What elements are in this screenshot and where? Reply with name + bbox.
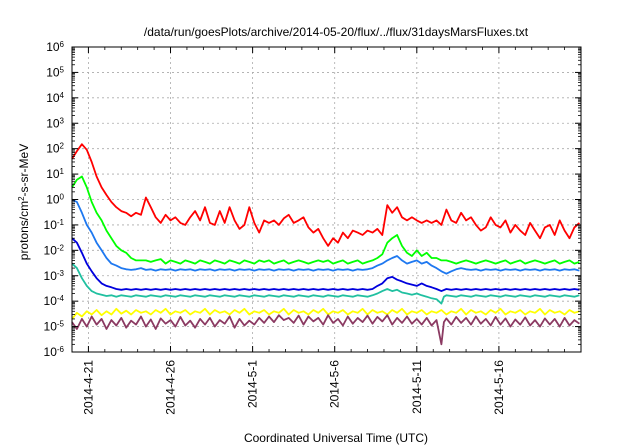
y-tick-label: 102 <box>46 141 64 156</box>
y-tick-label: 103 <box>46 116 64 131</box>
x-tick-label: 2014-5-6 <box>328 360 342 408</box>
y-tick-label: 106 <box>46 40 64 55</box>
y-axis-label-rest: -s-sr-MeV <box>17 144 31 197</box>
series-line-1 <box>71 143 581 247</box>
series-line-6 <box>71 307 580 320</box>
series-line-5 <box>71 262 580 305</box>
y-tick-label: 10-5 <box>44 319 65 334</box>
chart-title: /data/run/goesPlots/archive/2014-05-20/f… <box>144 25 529 39</box>
x-tick-labels: 2014-4-21 2014-4-26 2014-5-1 2014-5-6 2014-5… <box>81 360 505 415</box>
x-tick-label: 2014-4-21 <box>81 360 95 415</box>
y-axis-label-sup: 2 <box>17 196 26 201</box>
series-line-2 <box>71 175 580 265</box>
y-tick-label: 100 <box>46 192 64 207</box>
x-tick-label: 2014-5-16 <box>492 360 506 415</box>
series-lines <box>71 143 581 346</box>
series-line-4 <box>71 237 580 293</box>
y-tick-label: 10-6 <box>44 345 65 360</box>
x-tick-label: 2014-5-1 <box>246 360 260 408</box>
x-tick-label: 2014-4-26 <box>164 360 178 415</box>
y-axis-label: protons/cm2-s-sr-MeV <box>17 144 32 260</box>
series-line-3 <box>71 198 580 275</box>
y-tick-label: 10-2 <box>44 243 65 257</box>
y-tick-label: 101 <box>46 167 64 182</box>
y-tick-label: 10-4 <box>44 294 65 309</box>
axis-ticks <box>71 46 582 353</box>
y-tick-label: 10-1 <box>44 217 65 232</box>
y-tick-labels: 10-6 10-5 10-4 10-3 10-2 10-1 100 101 102 103 104 1… <box>44 40 65 360</box>
y-tick-label: 10-3 <box>44 268 65 283</box>
x-axis-label: Coordinated Universal Time (UTC) <box>244 431 428 445</box>
y-axis-label-base: protons/cm <box>17 201 31 260</box>
y-tick-label: 105 <box>46 65 64 80</box>
x-tick-label: 2014-5-11 <box>410 360 424 414</box>
y-tick-label: 104 <box>46 90 64 105</box>
grid <box>72 47 581 352</box>
series-line-7 <box>71 314 580 346</box>
